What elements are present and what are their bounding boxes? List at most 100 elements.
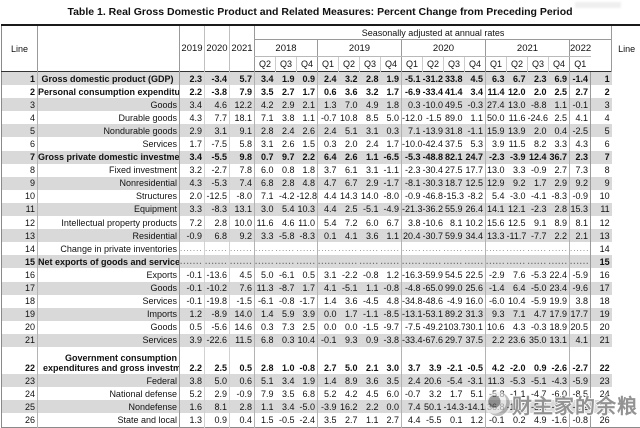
value-cell: -14.1 [464, 400, 486, 414]
dotted-leader: .......... [464, 244, 484, 254]
table-title: Table 1. Real Gross Domestic Product and… [67, 6, 573, 18]
dotted-leader: .......... [255, 244, 274, 254]
value-cell: 3.0 [254, 202, 276, 217]
table-row-line-25: 25 Nondefense 1.6 8.1 2.8 1.1 3.4 -5.0 -3.9 16.2 2… [1, 400, 640, 414]
dotted-leader: .......... [230, 257, 253, 267]
value-cell: 3.5 [380, 374, 402, 388]
value-cell: -8.3 [551, 191, 567, 202]
value-cell: 4.1 [338, 229, 360, 243]
value-cell: 10.2 [465, 217, 483, 228]
value-cell: .......... [485, 242, 507, 256]
value-cell: 7.9 [254, 387, 276, 401]
value-cell: 4.4 [317, 189, 339, 203]
dotted-leader: .......... [275, 244, 295, 254]
value-cell: -5.1 [359, 202, 381, 217]
value-cell: 1.1 [302, 112, 315, 123]
value-cell: 0.3 [275, 333, 297, 347]
table-row-line-23: 23 Federal 3.8 5.0 0.6 5.1 3.4 1.9 1.4 8.9 3.6 3.5 2… [1, 374, 640, 388]
table-row-line-17: 17 Goods -0.1 -10.2 7.6 11.3 -8.7 1.7 4.1 -5.1 1.1… [1, 281, 640, 295]
value-cell: -0.1 [179, 281, 205, 295]
value-cell: 6.0 [386, 388, 399, 399]
value-cell: -36.2 [422, 202, 444, 217]
value-cell: 7.4 [229, 176, 255, 190]
line-number: 13 [1, 229, 38, 243]
value-cell: 13.1 [229, 202, 255, 217]
dotted-leader: .......... [548, 257, 568, 267]
value-cell: .......... [254, 242, 276, 256]
value-cell: 2.4 [317, 71, 339, 86]
value-cell: -59.9 [422, 269, 444, 280]
value-cell: -0.8 [299, 363, 315, 374]
value-cell: 1.7 [179, 137, 205, 151]
value-cell: 0.3 [254, 320, 276, 334]
dotted-leader: .......... [443, 244, 463, 254]
value-cell: -13.9 [422, 124, 444, 138]
value-cell: 4.2 [344, 388, 358, 399]
value-cell: 5.1 [338, 124, 360, 138]
value-cell: -0.8 [278, 296, 295, 307]
value-cell: 5.9 [275, 307, 297, 321]
quarter-header-2022-Q1: Q1 [569, 56, 591, 72]
value-cell: .......... [276, 242, 297, 255]
value-cell: -2.5 [569, 124, 591, 138]
value-cell: -8.8 [527, 98, 549, 112]
value-cell: -8.3 [296, 229, 318, 243]
dotted-leader: .......... [180, 257, 203, 267]
annual-year-header-2020: 2020 [204, 25, 230, 72]
line-number-right: 11 [589, 202, 612, 217]
value-cell: 5.0 [386, 112, 399, 123]
value-cell: -0.1 [179, 294, 205, 308]
value-cell: 20.6 [422, 374, 444, 388]
value-cell: 4.5 [464, 71, 486, 86]
value-cell: 4.1 [569, 333, 591, 347]
value-cell: -0.7 [317, 111, 339, 125]
value-cell: -0.5 [467, 363, 483, 374]
value-cell: 4.5 [365, 388, 379, 399]
value-cell: 18.1 [229, 111, 255, 125]
value-cell: -8.0 [383, 191, 399, 202]
value-cell: .......... [423, 242, 444, 255]
row-label: Services [37, 333, 180, 347]
value-cell: -31.2 [422, 71, 444, 86]
value-cell: 3.0 [386, 363, 399, 374]
value-cell: -11.7 [506, 229, 528, 243]
value-cell: 8.9 [554, 217, 567, 228]
value-cell: .......... [443, 255, 465, 269]
value-cell: 8.1 [449, 217, 463, 228]
value-cell: 0.4 [229, 413, 255, 428]
value-cell: -1.1 [509, 388, 526, 399]
value-cell: 2.1 [569, 229, 591, 243]
value-cell: -5.0 [527, 281, 549, 295]
value-cell: 3.5 [281, 388, 295, 399]
value-cell: -7.5 [401, 320, 423, 334]
value-cell: 3.2 [428, 388, 442, 399]
value-cell: 0.0 [380, 400, 402, 414]
value-cell: .......... [465, 242, 486, 255]
value-cell: -22.6 [204, 333, 230, 347]
year-group-header-2022: 2022 [569, 39, 591, 57]
value-cell: 17.7 [465, 165, 483, 176]
value-cell: 4.6 [281, 217, 295, 228]
value-cell: 3.8 [569, 294, 591, 308]
value-cell: 7.7 [204, 111, 230, 125]
value-cell: 49.5 [443, 98, 465, 112]
value-cell: 3.9 [179, 333, 205, 347]
value-cell: -30.7 [422, 229, 444, 243]
value-cell: 2.2 [485, 333, 507, 347]
row-label: Services [37, 294, 180, 308]
value-cell: 22.5 [465, 269, 483, 280]
table-row-line-6: 6 Services 1.7 -7.5 5.8 3.1 2.6 1.5 0.3 2.0 2.4 1.7… [2, 137, 640, 151]
value-cell: 0.8 [281, 165, 295, 176]
value-cell: 1.0 [281, 363, 295, 374]
value-cell: 3.6 [344, 86, 358, 97]
value-cell: 3.2 [179, 163, 205, 177]
value-cell: -46.8 [422, 191, 444, 202]
value-cell: 5.1 [470, 388, 483, 399]
value-cell: 2.8 [254, 124, 276, 138]
dotted-leader: .......... [359, 244, 379, 254]
dotted-leader: .......... [338, 244, 358, 254]
value-cell: .......... [464, 255, 486, 269]
value-cell: 9.7 [275, 150, 297, 164]
value-cell: 2.6 [281, 139, 295, 150]
value-cell: 2.6 [296, 124, 318, 138]
